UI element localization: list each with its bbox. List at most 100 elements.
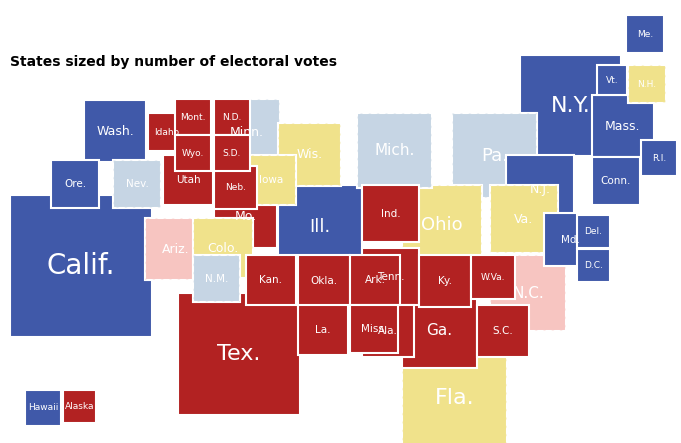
Text: Del.: Del. <box>584 227 603 236</box>
Text: Md.: Md. <box>561 234 580 245</box>
Bar <box>246 255 296 305</box>
Bar <box>175 135 211 171</box>
Bar <box>278 123 341 186</box>
Text: Tex.: Tex. <box>217 344 261 364</box>
Text: Ore.: Ore. <box>64 179 86 189</box>
Bar <box>178 293 300 415</box>
Text: S.D.: S.D. <box>223 148 241 158</box>
Bar <box>214 185 277 248</box>
Bar <box>490 255 566 331</box>
Text: Kan.: Kan. <box>259 275 283 285</box>
Bar <box>452 113 537 198</box>
Bar <box>357 113 432 188</box>
Bar <box>402 345 507 443</box>
Bar <box>626 15 664 53</box>
Bar <box>350 305 398 353</box>
Bar <box>214 99 250 135</box>
Bar <box>350 255 400 305</box>
Bar <box>163 155 213 205</box>
Bar <box>298 255 350 307</box>
Text: Conn.: Conn. <box>601 176 631 186</box>
Bar <box>145 218 207 280</box>
Bar <box>628 65 666 103</box>
Bar <box>520 55 621 156</box>
Bar <box>145 218 207 280</box>
Bar <box>592 157 640 205</box>
Text: Ind.: Ind. <box>381 209 400 218</box>
Text: Ariz.: Ariz. <box>162 242 190 256</box>
Bar <box>193 218 253 278</box>
Bar <box>641 140 677 176</box>
Bar <box>471 255 515 299</box>
Text: Ga.: Ga. <box>426 323 453 338</box>
Bar <box>419 255 471 307</box>
Bar <box>402 345 507 443</box>
Text: Wash.: Wash. <box>96 124 134 137</box>
Bar <box>25 390 61 426</box>
Text: Alaska: Alaska <box>65 402 94 411</box>
Text: Fla.: Fla. <box>434 388 474 408</box>
Text: N.D.: N.D. <box>222 113 242 121</box>
Text: Iowa: Iowa <box>259 175 283 185</box>
Text: Mass.: Mass. <box>605 120 641 132</box>
Bar <box>357 113 432 188</box>
Text: Minn.: Minn. <box>230 125 264 139</box>
Bar <box>148 113 186 151</box>
Bar <box>193 218 253 278</box>
Text: Mont.: Mont. <box>180 113 206 121</box>
Text: Mich.: Mich. <box>375 143 415 158</box>
Bar <box>113 160 161 208</box>
Bar <box>362 305 414 357</box>
Text: Va.: Va. <box>514 213 534 225</box>
Bar <box>278 123 341 186</box>
Text: N.J.: N.J. <box>530 183 550 195</box>
Bar <box>193 255 240 302</box>
Bar <box>246 155 296 205</box>
Text: Wis.: Wis. <box>296 148 323 161</box>
Text: D.C.: D.C. <box>584 261 603 270</box>
Bar <box>357 113 432 188</box>
Bar <box>402 345 507 443</box>
Text: Pa.: Pa. <box>481 147 508 164</box>
Bar <box>63 390 96 423</box>
Bar <box>10 195 152 337</box>
Bar <box>214 99 280 165</box>
Text: Okla.: Okla. <box>311 276 338 286</box>
Bar <box>628 65 666 103</box>
Bar <box>193 255 240 302</box>
Text: N.C.: N.C. <box>512 285 544 300</box>
Bar <box>51 160 99 208</box>
Bar <box>577 215 610 248</box>
Text: La.: La. <box>315 325 331 335</box>
Bar <box>477 305 529 357</box>
Text: S.C.: S.C. <box>492 326 513 336</box>
Text: Wyo.: Wyo. <box>182 148 204 158</box>
Text: States sized by number of electoral votes: States sized by number of electoral vote… <box>10 55 337 69</box>
Text: Ark.: Ark. <box>364 275 385 285</box>
Bar <box>278 185 362 269</box>
Text: R.I.: R.I. <box>652 154 666 163</box>
Bar <box>278 123 341 186</box>
Text: N.H.: N.H. <box>637 79 656 89</box>
Text: Ala.: Ala. <box>378 326 398 336</box>
Bar <box>402 185 482 265</box>
Bar <box>362 185 419 242</box>
Bar <box>145 218 207 280</box>
Text: Ky.: Ky. <box>438 276 452 286</box>
Bar <box>298 305 348 355</box>
Bar <box>402 185 482 265</box>
Text: Hawaii: Hawaii <box>28 404 58 412</box>
Bar <box>490 185 558 253</box>
Bar <box>246 155 296 205</box>
Bar <box>246 155 296 205</box>
Text: Miss.: Miss. <box>361 324 387 334</box>
Text: Nev.: Nev. <box>125 179 148 189</box>
Bar <box>402 293 477 368</box>
Text: Idaho: Idaho <box>155 128 180 136</box>
Bar <box>506 155 574 223</box>
Text: Me.: Me. <box>637 30 653 39</box>
Text: Ohio: Ohio <box>421 216 463 234</box>
Text: N.M.: N.M. <box>205 273 228 284</box>
Text: Utah: Utah <box>176 175 200 185</box>
Bar <box>214 166 257 209</box>
